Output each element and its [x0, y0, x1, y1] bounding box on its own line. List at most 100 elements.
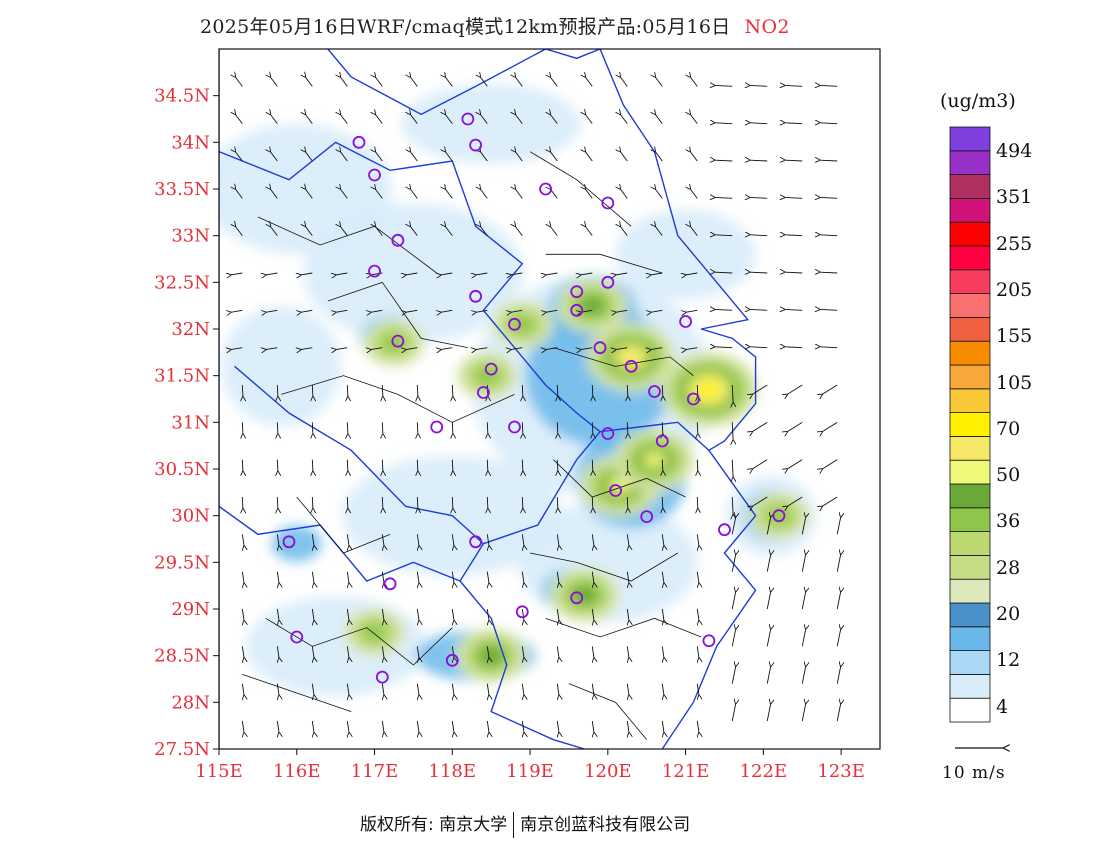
wind-arrow: [820, 235, 838, 236]
wind-arrow: [336, 309, 348, 312]
wind-arrow: [236, 152, 243, 162]
wind-arrow: [656, 190, 663, 199]
wind-arrow: [452, 459, 453, 471]
wind-arrow: [750, 123, 768, 124]
wind-arrow: [732, 384, 733, 402]
colorbar-swatch: [949, 174, 991, 199]
wind-arrow: [312, 720, 314, 732]
wind-arrow: [446, 227, 453, 236]
lat-label: 28.5N: [154, 646, 210, 667]
wind-arrow: [627, 571, 629, 583]
wind-arrow: [732, 496, 733, 514]
lat-label: 33N: [171, 226, 210, 247]
wind-arrow: [785, 272, 803, 273]
wind-arrow: [801, 555, 805, 572]
wind-arrow: [788, 459, 803, 469]
wind-arrow: [277, 422, 278, 433]
wind-arrow: [277, 384, 278, 396]
wind-arrow: [557, 422, 558, 433]
city-marker: [609, 484, 622, 497]
wind-arrow: [823, 459, 838, 469]
wind-arrow: [452, 534, 454, 545]
wind-arrow: [277, 571, 279, 583]
city-marker: [469, 535, 483, 549]
city-marker: [476, 386, 490, 399]
longitude-labels: 115E 116E 117E 118E 119E 120E 121E 122E 123E: [195, 749, 865, 782]
wind-arrow: [820, 197, 838, 198]
lat-label: 31N: [171, 412, 210, 433]
wind-arrow: [697, 422, 698, 433]
wind-arrow: [557, 571, 559, 583]
wind-arrow: [557, 534, 559, 545]
wind-arrow: [341, 152, 348, 162]
wind-arrow: [820, 160, 838, 161]
city-marker: [469, 138, 483, 152]
wind-arrow: [715, 85, 733, 86]
colorbar-swatch: [949, 531, 991, 556]
wind-arrow: [627, 683, 629, 695]
wind-arrow: [766, 518, 770, 535]
city-marker: [679, 315, 692, 328]
wind-arrow: [836, 704, 840, 722]
wind-arrow: [662, 646, 664, 657]
colorbar-swatch: [949, 221, 991, 247]
wind-arrow: [242, 384, 243, 396]
wind-arrow: [586, 152, 593, 162]
wind-arrow: [621, 152, 628, 162]
wind-arrow: [347, 422, 348, 433]
wind-arrow: [592, 571, 594, 583]
colorbar-label: 36: [996, 510, 1021, 533]
wind-arrow: [546, 309, 558, 312]
wind-arrow: [750, 309, 768, 310]
wind-arrow: [411, 115, 418, 124]
colorbar-swatch: [949, 197, 991, 223]
city-marker: [461, 112, 475, 126]
wind-arrow: [452, 496, 453, 508]
wind-arrow: [627, 384, 628, 396]
colorbar-swatch: [949, 650, 991, 675]
wind-arrow: [411, 190, 418, 199]
wind-arrow: [452, 422, 453, 433]
lon-label: 116E: [273, 761, 321, 782]
colorbar-label: 105: [996, 371, 1033, 394]
wind-arrow: [417, 422, 418, 433]
wind-arrow: [801, 630, 805, 647]
wind-arrow: [481, 78, 488, 87]
wind-arrow: [406, 309, 418, 312]
wind-arrow: [823, 421, 838, 431]
city-marker: [282, 535, 296, 549]
wind-arrow: [616, 272, 628, 275]
wind-arrow: [785, 309, 803, 310]
city-marker: [368, 264, 381, 278]
wind-arrow: [785, 85, 803, 86]
wind-arrow: [823, 496, 838, 506]
wind-arrow: [546, 272, 558, 275]
lat-label: 29N: [171, 599, 210, 620]
wind-arrow: [266, 272, 278, 275]
wind-arrow: [750, 197, 768, 198]
colorbar-label: 494: [996, 140, 1033, 162]
wind-arrow: [788, 421, 803, 431]
wind-arrow: [231, 347, 243, 350]
wind-arrow: [823, 384, 838, 394]
colorbar-swatch: [949, 697, 991, 723]
wind-arrow: [662, 422, 663, 433]
wind-arrow: [371, 309, 383, 312]
city-marker: [508, 420, 521, 434]
wind-arrow: [662, 683, 664, 695]
colorbar-label: 4: [996, 695, 1009, 718]
wind-arrow: [266, 347, 278, 350]
wind-arrow: [487, 534, 489, 545]
wind-arrow: [306, 78, 313, 87]
wind-arrow: [697, 534, 699, 545]
wind-arrow: [382, 608, 384, 620]
wind-arrow: [441, 309, 453, 312]
wind-arrow: [382, 384, 383, 396]
wind-arrow: [417, 683, 419, 695]
wind-arrow: [715, 309, 733, 310]
wind-arrow: [662, 459, 663, 471]
wind-arrow: [801, 592, 805, 610]
wind-arrow: [382, 496, 383, 508]
wind-arrow: [662, 720, 664, 732]
wind-arrow: [662, 571, 664, 583]
